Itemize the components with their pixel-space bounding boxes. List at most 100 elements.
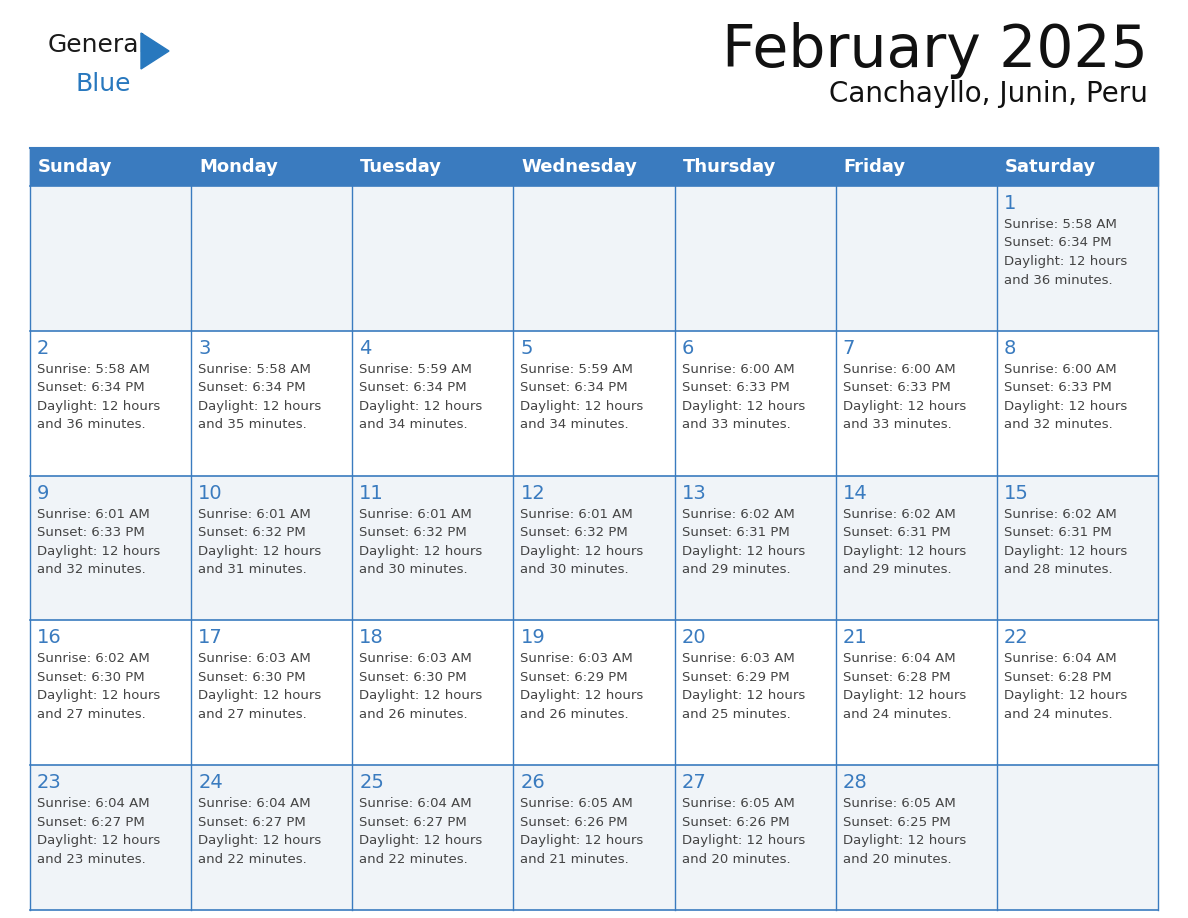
Bar <box>30 330 191 476</box>
Text: Sunrise: 6:04 AM: Sunrise: 6:04 AM <box>842 653 955 666</box>
Text: Sunset: 6:33 PM: Sunset: 6:33 PM <box>842 381 950 395</box>
Text: 7: 7 <box>842 339 855 358</box>
Text: Sunrise: 6:04 AM: Sunrise: 6:04 AM <box>37 797 150 811</box>
Text: Sunrise: 6:02 AM: Sunrise: 6:02 AM <box>37 653 150 666</box>
Text: Sunrise: 6:03 AM: Sunrise: 6:03 AM <box>682 653 795 666</box>
Text: and 31 minutes.: and 31 minutes. <box>198 563 307 577</box>
Text: Daylight: 12 hours: Daylight: 12 hours <box>198 544 322 557</box>
Text: and 34 minutes.: and 34 minutes. <box>359 419 468 431</box>
Bar <box>835 621 997 766</box>
Text: 16: 16 <box>37 629 62 647</box>
Text: Sunset: 6:32 PM: Sunset: 6:32 PM <box>520 526 628 539</box>
Text: Sunset: 6:26 PM: Sunset: 6:26 PM <box>682 816 789 829</box>
Text: Sunrise: 6:03 AM: Sunrise: 6:03 AM <box>359 653 472 666</box>
Text: 18: 18 <box>359 629 384 647</box>
Text: Daylight: 12 hours: Daylight: 12 hours <box>198 400 322 413</box>
Text: Daylight: 12 hours: Daylight: 12 hours <box>842 400 966 413</box>
Text: Sunset: 6:26 PM: Sunset: 6:26 PM <box>520 816 628 829</box>
Text: Sunset: 6:33 PM: Sunset: 6:33 PM <box>682 381 789 395</box>
Bar <box>513 621 675 766</box>
Bar <box>30 148 1158 186</box>
Bar <box>997 766 1158 910</box>
Text: Sunset: 6:32 PM: Sunset: 6:32 PM <box>359 526 467 539</box>
Bar <box>353 330 513 476</box>
Bar <box>835 148 997 186</box>
Bar <box>353 148 513 186</box>
Text: and 24 minutes.: and 24 minutes. <box>842 708 952 721</box>
Text: and 29 minutes.: and 29 minutes. <box>682 563 790 577</box>
Text: 24: 24 <box>198 773 223 792</box>
Text: 4: 4 <box>359 339 372 358</box>
Text: and 32 minutes.: and 32 minutes. <box>1004 419 1113 431</box>
Text: and 27 minutes.: and 27 minutes. <box>37 708 146 721</box>
Text: Daylight: 12 hours: Daylight: 12 hours <box>520 400 644 413</box>
Text: Daylight: 12 hours: Daylight: 12 hours <box>842 834 966 847</box>
Text: and 20 minutes.: and 20 minutes. <box>842 853 952 866</box>
Text: Sunset: 6:31 PM: Sunset: 6:31 PM <box>842 526 950 539</box>
Text: Sunset: 6:27 PM: Sunset: 6:27 PM <box>37 816 145 829</box>
Bar <box>675 476 835 621</box>
Bar <box>30 148 191 186</box>
Text: and 20 minutes.: and 20 minutes. <box>682 853 790 866</box>
Text: and 29 minutes.: and 29 minutes. <box>842 563 952 577</box>
Text: Sunrise: 6:04 AM: Sunrise: 6:04 AM <box>1004 653 1117 666</box>
Text: Daylight: 12 hours: Daylight: 12 hours <box>37 544 160 557</box>
Text: Sunrise: 6:03 AM: Sunrise: 6:03 AM <box>520 653 633 666</box>
Text: Sunday: Sunday <box>38 158 113 176</box>
Text: and 24 minutes.: and 24 minutes. <box>1004 708 1112 721</box>
Text: Daylight: 12 hours: Daylight: 12 hours <box>520 689 644 702</box>
Text: 19: 19 <box>520 629 545 647</box>
Bar <box>191 766 353 910</box>
Text: 22: 22 <box>1004 629 1029 647</box>
Bar <box>191 148 353 186</box>
Bar <box>675 330 835 476</box>
Text: 15: 15 <box>1004 484 1029 502</box>
Bar <box>353 766 513 910</box>
Text: General: General <box>48 33 146 57</box>
Text: Sunrise: 6:02 AM: Sunrise: 6:02 AM <box>842 508 955 521</box>
Text: Canchayllo, Junin, Peru: Canchayllo, Junin, Peru <box>829 80 1148 108</box>
Text: Daylight: 12 hours: Daylight: 12 hours <box>520 834 644 847</box>
Bar <box>353 621 513 766</box>
Text: Sunset: 6:33 PM: Sunset: 6:33 PM <box>37 526 145 539</box>
Text: Sunset: 6:33 PM: Sunset: 6:33 PM <box>1004 381 1112 395</box>
Bar <box>675 186 835 330</box>
Text: Sunset: 6:28 PM: Sunset: 6:28 PM <box>842 671 950 684</box>
Text: Sunset: 6:25 PM: Sunset: 6:25 PM <box>842 816 950 829</box>
Text: Sunset: 6:34 PM: Sunset: 6:34 PM <box>359 381 467 395</box>
Text: Saturday: Saturday <box>1005 158 1097 176</box>
Text: Sunset: 6:27 PM: Sunset: 6:27 PM <box>198 816 305 829</box>
Text: Daylight: 12 hours: Daylight: 12 hours <box>37 834 160 847</box>
Text: and 27 minutes.: and 27 minutes. <box>198 708 307 721</box>
Bar <box>835 330 997 476</box>
Text: Sunrise: 6:01 AM: Sunrise: 6:01 AM <box>359 508 472 521</box>
Text: Sunrise: 6:00 AM: Sunrise: 6:00 AM <box>1004 363 1117 375</box>
Text: Sunset: 6:29 PM: Sunset: 6:29 PM <box>520 671 628 684</box>
Text: 10: 10 <box>198 484 223 502</box>
Text: and 21 minutes.: and 21 minutes. <box>520 853 630 866</box>
Bar <box>835 476 997 621</box>
Text: 23: 23 <box>37 773 62 792</box>
Text: Sunset: 6:34 PM: Sunset: 6:34 PM <box>520 381 628 395</box>
Text: Daylight: 12 hours: Daylight: 12 hours <box>1004 400 1127 413</box>
Text: Sunset: 6:31 PM: Sunset: 6:31 PM <box>1004 526 1112 539</box>
Text: 6: 6 <box>682 339 694 358</box>
Text: and 30 minutes.: and 30 minutes. <box>520 563 630 577</box>
Text: Daylight: 12 hours: Daylight: 12 hours <box>682 400 804 413</box>
Text: Daylight: 12 hours: Daylight: 12 hours <box>682 689 804 702</box>
Text: Sunset: 6:30 PM: Sunset: 6:30 PM <box>359 671 467 684</box>
Bar <box>191 186 353 330</box>
Bar <box>513 330 675 476</box>
Bar <box>675 621 835 766</box>
Text: 27: 27 <box>682 773 707 792</box>
Text: Daylight: 12 hours: Daylight: 12 hours <box>359 544 482 557</box>
Text: Sunset: 6:28 PM: Sunset: 6:28 PM <box>1004 671 1112 684</box>
Text: Sunset: 6:30 PM: Sunset: 6:30 PM <box>37 671 145 684</box>
Text: Daylight: 12 hours: Daylight: 12 hours <box>37 400 160 413</box>
Text: 9: 9 <box>37 484 50 502</box>
Text: Daylight: 12 hours: Daylight: 12 hours <box>682 544 804 557</box>
Bar <box>997 148 1158 186</box>
Bar <box>513 476 675 621</box>
Text: Daylight: 12 hours: Daylight: 12 hours <box>682 834 804 847</box>
Polygon shape <box>141 33 169 69</box>
